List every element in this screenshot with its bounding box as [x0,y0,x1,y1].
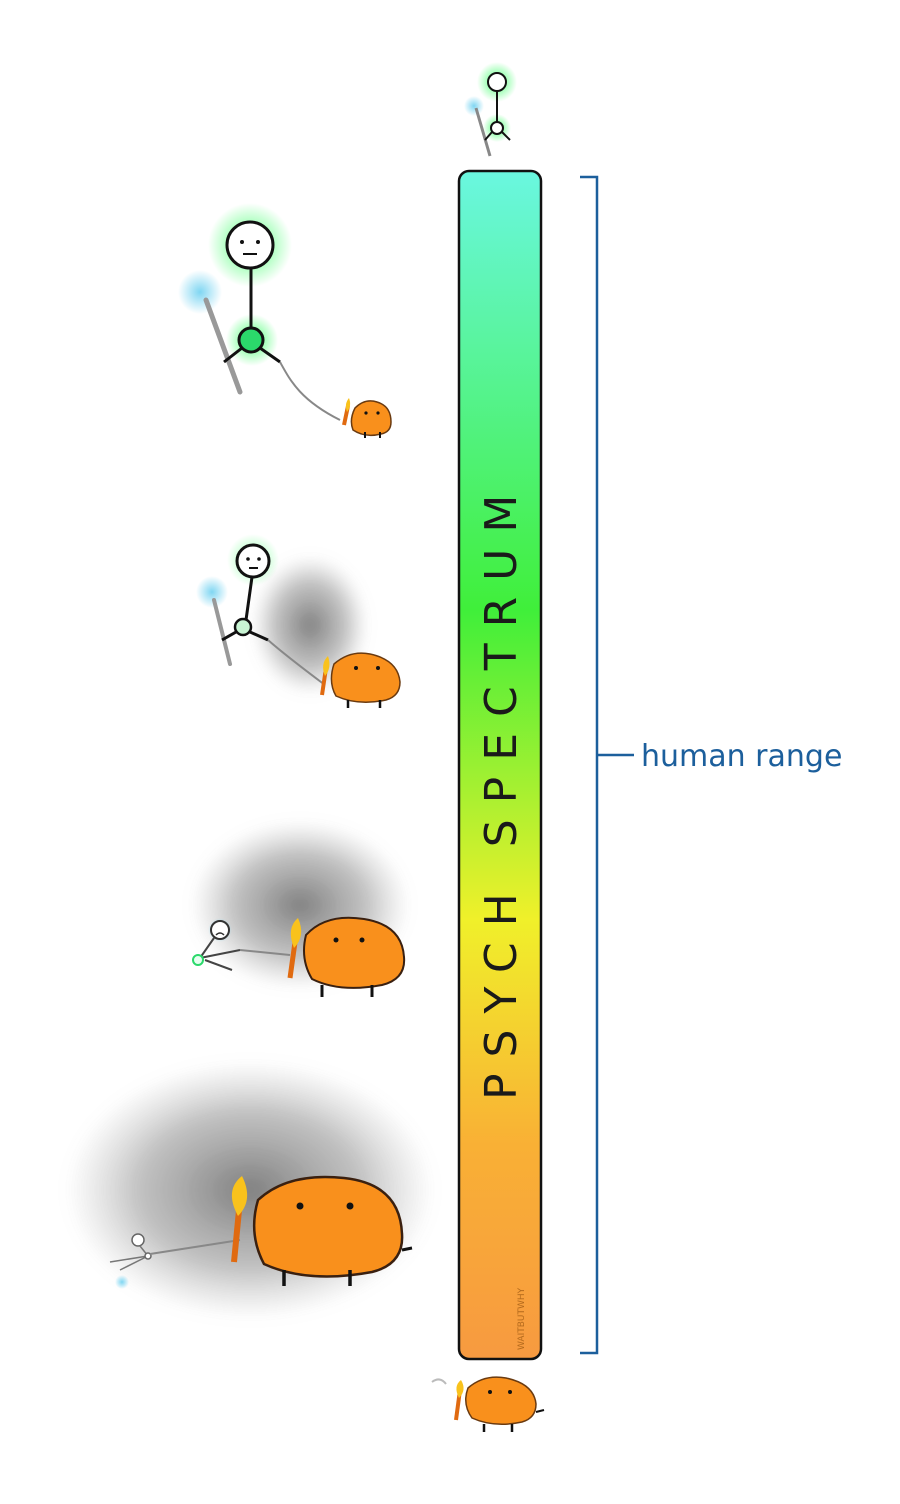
spectrum-bar [457,169,543,1361]
human-range-label: human range [641,739,842,774]
stick-figure-icon [109,1233,241,1289]
spectrum-title: PSYCH SPECTRUM [476,479,527,1100]
stick-figure-icon [178,203,341,421]
orange-monster-icon [320,652,401,708]
orange-monster-icon [231,1175,413,1286]
orange-monster-icon [431,1376,545,1432]
stick-figure-icon [464,62,517,157]
watermark: WAITBUTWHY [517,1287,527,1350]
human-range-bracket [580,175,634,1355]
orange-monster-icon [342,398,392,438]
orange-monster-icon [287,916,406,997]
stick-figure-icon [192,918,291,971]
stick-figure-icon [196,534,326,686]
